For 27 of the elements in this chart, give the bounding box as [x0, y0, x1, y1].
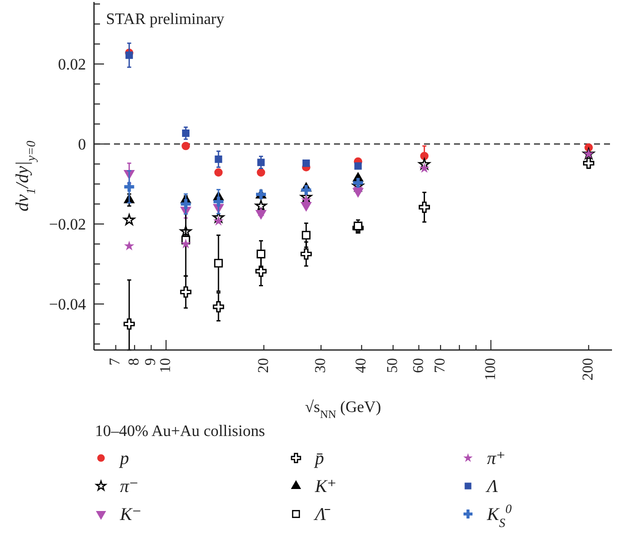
y-tick-label: −0.04 — [48, 296, 86, 314]
x-tick-label: 40 — [354, 358, 370, 373]
y-tick-label: 0 — [78, 136, 86, 154]
legend-label: K⁻ — [119, 504, 142, 524]
legend-label: K⁺ — [314, 476, 337, 496]
legend-label: Λ — [485, 476, 498, 496]
x-tick-label: 7 — [108, 358, 124, 366]
legend-label: π⁺ — [487, 448, 506, 468]
x-tick-label: 9 — [143, 358, 160, 366]
legend-label: π⁻ — [120, 476, 139, 496]
legend-title: 10–40% Au+Au collisions — [95, 423, 265, 440]
x-tick-label: 60 — [410, 358, 427, 373]
x-axis-title: √s$_{NN}$ (GeV) — [304, 399, 382, 421]
x-tick-label: 10 — [158, 358, 174, 373]
x-tick-label: 100 — [482, 358, 499, 380]
x-tick-label: 8 — [126, 358, 143, 366]
x-tick-label: 70 — [432, 358, 449, 373]
legend-label: p̄ — [313, 448, 324, 468]
x-tick-label: 20 — [256, 358, 272, 373]
legend-label: Λ̄ — [313, 504, 331, 524]
legend-label: p — [118, 448, 129, 468]
x-tick-label: 50 — [385, 358, 402, 373]
x-tick-label: 30 — [313, 358, 330, 373]
annotation: STAR preliminary — [106, 11, 224, 28]
x-tick-label: 200 — [580, 358, 597, 380]
y-tick-label: −0.02 — [48, 216, 86, 234]
y-tick-label: 0.02 — [58, 56, 86, 74]
